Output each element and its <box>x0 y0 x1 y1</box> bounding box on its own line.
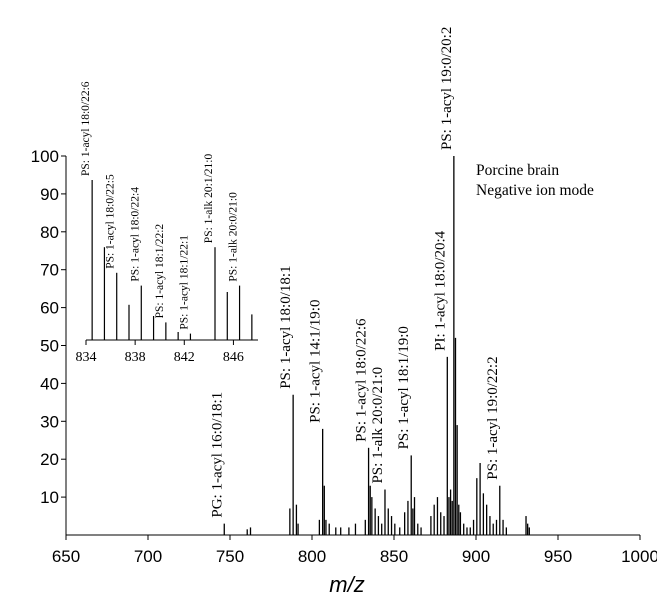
y-tick-label: 100 <box>31 147 59 166</box>
inset-peak-label: PS: 1-alk 20:1/21:0 <box>203 153 215 243</box>
y-tick-label: 40 <box>40 374 59 393</box>
peak-label: PS: 1-acyl 19:0/22:2 <box>485 356 501 479</box>
peak-label: PS: 1-acyl 18:0/18:1 <box>278 265 294 388</box>
annotation-line-1: Porcine brain <box>476 162 559 179</box>
axes: 650 700 750 800 850 900 950 1000 10 20 30 40 50 60 70 8… <box>31 147 657 566</box>
peak-label: PS: 1-acyl 18:0/22:6 <box>354 318 370 442</box>
peak-labels: PG: 1-acyl 16:0/18:1 PS: 1-acyl 18:0/18:1… <box>209 27 501 518</box>
x-tick-label: 700 <box>134 547 162 566</box>
peak-label: PG: 1-acyl 16:0/18:1 <box>209 392 225 518</box>
sample-annotation: Porcine brain Negative ion mode <box>476 162 594 199</box>
y-tick-label: 20 <box>40 450 59 469</box>
x-axis-label: m/z <box>329 572 364 597</box>
inset-peak-label: PS: 1-alk 20:0/21:0 <box>228 192 240 282</box>
inset-x-tick-label: 838 <box>125 350 146 365</box>
x-tick-label: 950 <box>544 547 572 566</box>
inset-peak-label: PS: 1-acyl 18:1/22:1 <box>178 235 190 330</box>
inset-peak-label: PS: 1-acyl 18:1/22:2 <box>154 224 166 319</box>
peak-label: PS: 1-acyl 19:0/20:2 <box>439 27 455 150</box>
y-tick-label: 50 <box>40 337 59 356</box>
y-tick-label: 80 <box>40 223 59 242</box>
spectrum-peaks <box>223 156 530 535</box>
inset-x-tick-label: 846 <box>223 350 244 365</box>
x-tick-label: 900 <box>462 547 490 566</box>
x-tick-label: 750 <box>216 547 244 566</box>
x-tick-label: 850 <box>380 547 408 566</box>
peak-label: PS: 1-acyl 18:1/19:0 <box>396 326 412 449</box>
inset-peak-label: PS: 1-acyl 18:0/22:6 <box>80 81 92 176</box>
x-tick-label: 1000 <box>621 547 657 566</box>
peak-label: PS: 1-acyl 14:1/19:0 <box>308 300 324 423</box>
inset-x-tick-label: 842 <box>174 350 195 365</box>
peak-label: PS: 1-alk 20:0/21:0 <box>370 367 386 484</box>
x-tick-label: 800 <box>298 547 326 566</box>
y-tick-label: 60 <box>40 299 59 318</box>
y-tick-label: 70 <box>40 261 59 280</box>
inset-spectrum: 834 838 842 846 PS: 1-acyl 18:0/22:6 PS: 1-ac… <box>76 81 258 365</box>
inset-x-tick-label: 834 <box>76 350 97 365</box>
annotation-line-2: Negative ion mode <box>476 182 594 199</box>
y-tick-label: 10 <box>40 488 59 507</box>
y-tick-label: 30 <box>40 412 59 431</box>
peak-label: PI: 1-acyl 18:0/20:4 <box>432 230 448 350</box>
x-tick-label: 650 <box>52 547 80 566</box>
y-tick-label: 90 <box>40 185 59 204</box>
inset-peak-label: PS: 1-acyl 18:0/22:4 <box>129 187 141 282</box>
inset-peak-label: PS: 1-acyl 18:0/22:5 <box>105 174 117 269</box>
